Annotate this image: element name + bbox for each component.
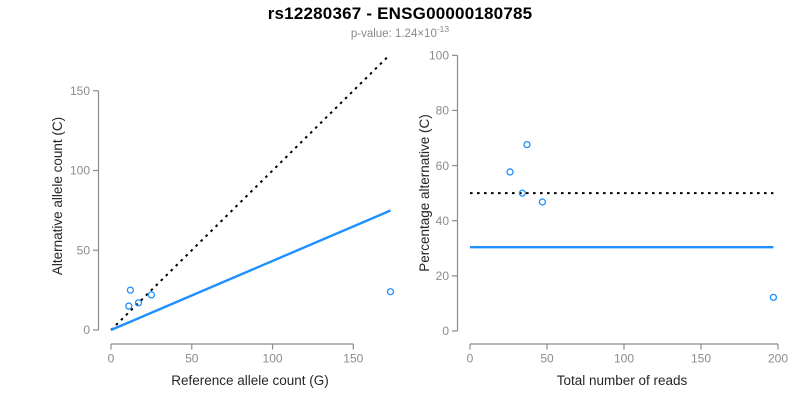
panel-left: 0 50 100 150 0 50 100 150 Reference allele count… bbox=[50, 54, 395, 388]
y-tick-label: 40 bbox=[436, 214, 450, 228]
x-axis-label: Reference allele count (G) bbox=[171, 373, 329, 388]
y-tick-label: 0 bbox=[442, 324, 449, 338]
y-tick-label: 20 bbox=[436, 269, 450, 283]
data-point bbox=[386, 288, 395, 296]
x-tick-label: 0 bbox=[467, 352, 474, 366]
x-tick-label: 0 bbox=[108, 352, 115, 366]
x-tick-label: 200 bbox=[768, 352, 788, 366]
fit-line bbox=[110, 209, 391, 332]
y-tick-label: 60 bbox=[436, 159, 450, 173]
data-point bbox=[518, 189, 527, 197]
x-tick-label: 100 bbox=[614, 352, 634, 366]
y-tick-label: 50 bbox=[77, 243, 91, 257]
x-tick-label: 150 bbox=[343, 352, 363, 366]
data-point bbox=[523, 140, 531, 149]
data-point bbox=[126, 286, 135, 294]
data-point bbox=[506, 168, 514, 176]
data-point bbox=[134, 299, 143, 307]
y-tick-label: 100 bbox=[429, 49, 449, 63]
data-point bbox=[147, 291, 156, 299]
y-axis-label: Alternative allele count (C) bbox=[50, 117, 65, 275]
pvalue-exponent: -13 bbox=[436, 24, 450, 34]
y-axis-label: Percentage alternative (C) bbox=[417, 114, 432, 272]
x-tick-label: 100 bbox=[263, 352, 283, 366]
identity-line bbox=[110, 54, 390, 331]
data-point bbox=[125, 302, 133, 310]
panel-right: 0 20 40 60 80 100 0 50 100 150 200 Total number of … bbox=[417, 49, 788, 389]
x-tick-label: 150 bbox=[691, 352, 711, 366]
y-tick-label: 0 bbox=[83, 323, 90, 337]
figure-title: rs12280367 - ENSG00000180785 bbox=[267, 4, 533, 23]
x-tick-label: 50 bbox=[540, 352, 554, 366]
pvalue-text: p-value: 1.24×10 bbox=[350, 27, 437, 40]
y-tick-label: 100 bbox=[70, 164, 90, 178]
data-point bbox=[538, 198, 547, 206]
x-tick-label: 50 bbox=[185, 352, 199, 366]
y-tick-label: 80 bbox=[436, 104, 450, 118]
figure-subtitle: p-value: 1.24×10-13 bbox=[0, 24, 800, 40]
data-point bbox=[769, 293, 778, 302]
y-tick-label: 150 bbox=[70, 84, 90, 98]
x-axis-label: Total number of reads bbox=[557, 373, 688, 388]
